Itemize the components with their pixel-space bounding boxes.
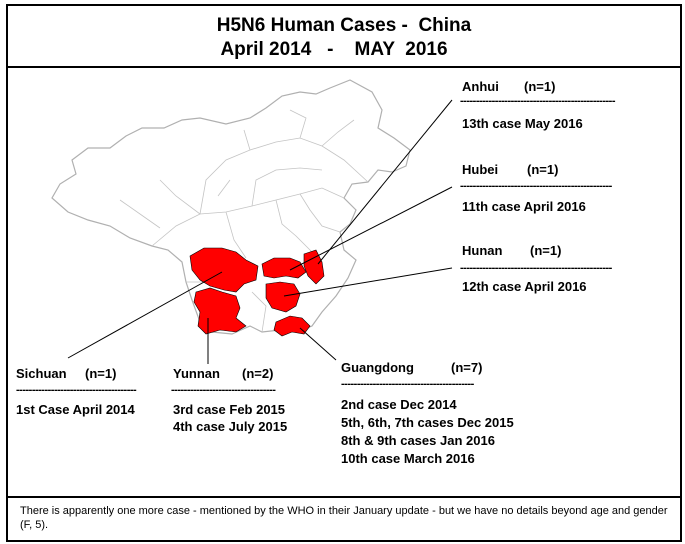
anhui-count: (n=1) (524, 79, 556, 94)
sichuan-count: (n=1) (85, 366, 117, 381)
anhui-province (303, 249, 325, 285)
sichuan-separator: -------------------------------------- (16, 384, 137, 396)
anhui-case-1: 13th case May 2016 (462, 116, 583, 131)
sichuan-province (189, 247, 259, 293)
hunan-leader-line (283, 267, 453, 297)
hubei-province (261, 257, 307, 279)
guangdong-case-1: 2nd case Dec 2014 (341, 397, 457, 412)
hubei-count: (n=1) (527, 162, 559, 177)
yunnan-case-1: 3rd case Feb 2015 (173, 402, 286, 417)
footnote-text: There is apparently one more case - ment… (20, 505, 668, 531)
hubei-separator: ----------------------------------------… (460, 180, 612, 192)
anhui-separator: ----------------------------------------… (460, 95, 616, 107)
yunnan-name: Yunnan (173, 366, 220, 381)
guangdong-count: (n=7) (451, 360, 483, 375)
yunnan-separator: --------------------------------- (171, 384, 276, 396)
hubei-leader-line (289, 186, 453, 271)
hunan-province (265, 281, 301, 313)
guangdong-name: Guangdong (341, 360, 414, 375)
guangdong-case-2: 5th, 6th, 7th cases Dec 2015 (341, 415, 514, 430)
sichuan-leader-line (67, 271, 223, 359)
hunan-count: (n=1) (530, 243, 562, 258)
sichuan-name: Sichuan (16, 366, 67, 381)
hubei-case-1: 11th case April 2016 (462, 199, 586, 214)
page-title: H5N6 Human Cases - China (216, 15, 472, 36)
province-borders (119, 109, 369, 333)
hunan-name: Hunan (462, 243, 503, 258)
guangdong-leader-line (299, 327, 337, 361)
title-panel: H5N6 Human Cases - China April 2014 - MA… (6, 4, 682, 68)
guangdong-separator: ----------------------------------------… (341, 378, 474, 390)
map-panel (6, 66, 682, 498)
hubei-name: Hubei (462, 162, 499, 177)
footnote-panel (6, 496, 682, 542)
hunan-case-1: 12th case April 2016 (462, 279, 587, 294)
yunnan-case-2: 4th case July 2015 (173, 419, 288, 434)
guangdong-province (273, 315, 311, 337)
anhui-name: Anhui (462, 79, 499, 94)
date-range-subtitle: April 2014 - MAY 2016 (220, 39, 448, 60)
yunnan-count: (n=2) (242, 366, 274, 381)
hunan-separator: ----------------------------------------… (460, 262, 612, 274)
guangdong-case-4: 10th case March 2016 (341, 451, 475, 466)
sichuan-case-1: 1st Case April 2014 (16, 402, 135, 417)
yunnan-province (193, 287, 247, 335)
anhui-leader-line (317, 99, 453, 265)
guangdong-case-3: 8th & 9th cases Jan 2016 (341, 433, 495, 448)
